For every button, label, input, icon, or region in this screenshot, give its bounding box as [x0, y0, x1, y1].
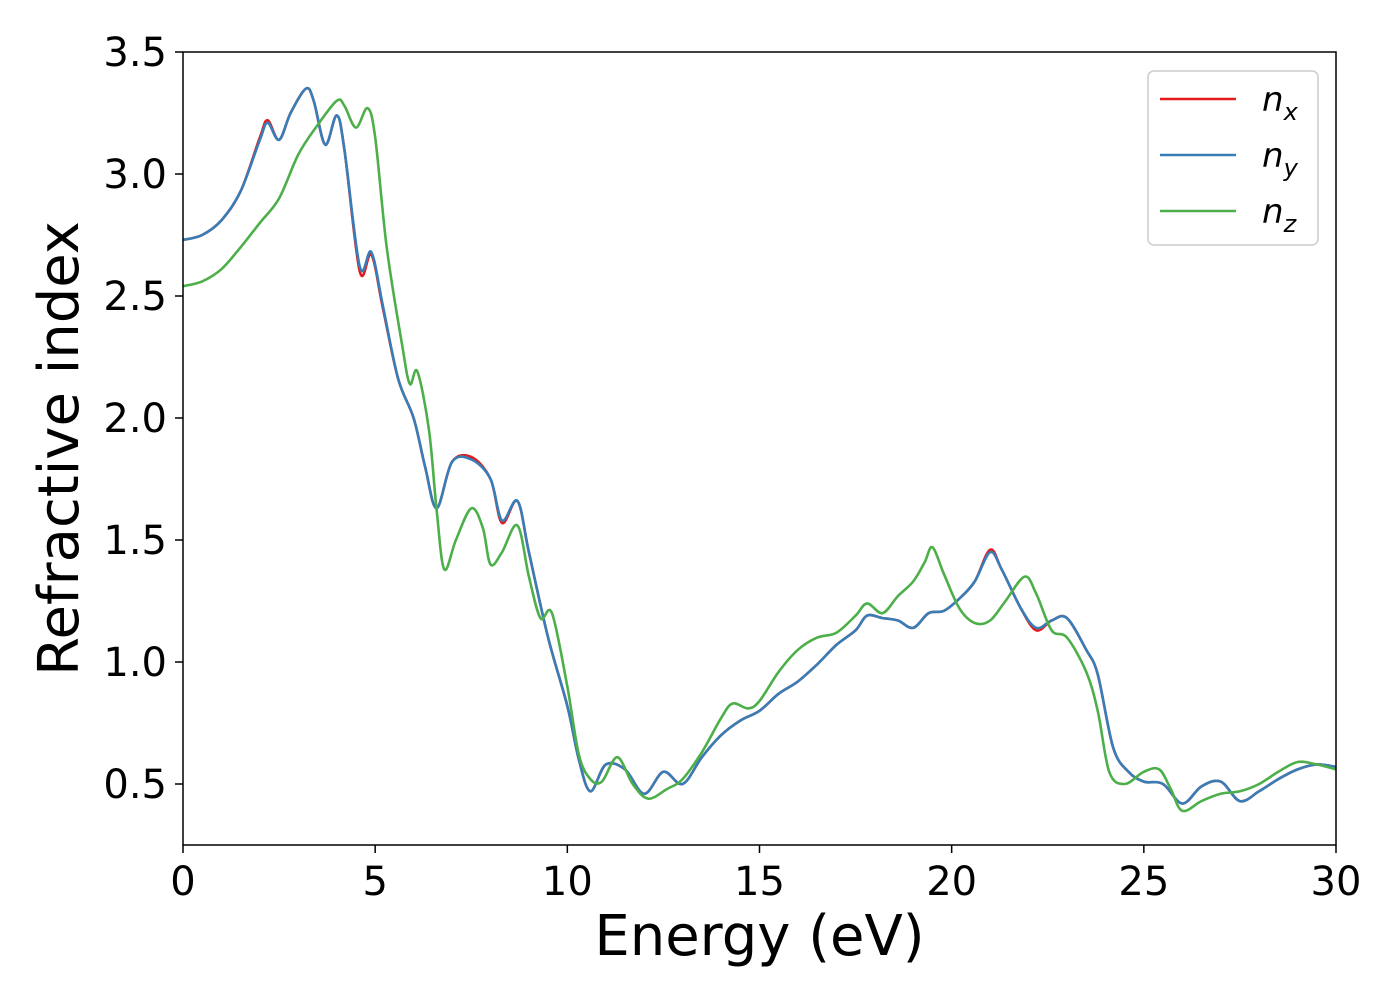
x-tick-label: 5: [362, 859, 387, 905]
y-tick-label: 3.5: [103, 30, 167, 76]
x-tick-label: 25: [1118, 859, 1169, 905]
legend-label-base: n: [1262, 192, 1284, 232]
y-tick-label: 2.5: [103, 274, 167, 320]
y-tick-label: 2.0: [103, 396, 167, 442]
x-tick-label: 20: [926, 859, 977, 905]
x-tick-label: 10: [542, 859, 593, 905]
x-tick-label: 15: [734, 859, 785, 905]
legend-label-base: n: [1262, 136, 1284, 176]
legend-label-subscript: x: [1283, 98, 1299, 126]
legend-label-subscript: y: [1283, 154, 1299, 182]
y-tick-label: 3.0: [103, 152, 167, 198]
y-tick-label: 0.5: [103, 762, 167, 808]
x-tick-label: 0: [170, 859, 195, 905]
series-line-nz: [182, 98, 1337, 813]
legend-label-subscript: z: [1283, 210, 1298, 238]
y-axis-label: Refractive index: [27, 221, 92, 676]
legend-label-nz: nz: [1262, 192, 1298, 238]
x-axis-label: Energy (eV): [594, 904, 924, 969]
series-line-ny: [182, 86, 1337, 805]
tick-layer: 0 5 10 15 20 25 30 0.5 1.0 1.5 2.0 2.5 3.0 3.5: [103, 30, 1361, 905]
legend-box: [1147, 70, 1319, 246]
legend-label-base: n: [1262, 80, 1284, 120]
x-tick-label: 30: [1311, 859, 1362, 905]
plot-frame: [182, 51, 1337, 846]
legend-label-nx: nx: [1262, 80, 1299, 126]
y-tick-label: 1.0: [103, 640, 167, 686]
legend-label-ny: ny: [1262, 136, 1299, 182]
series-layer: [182, 86, 1337, 813]
y-tick-label: 1.5: [103, 518, 167, 564]
